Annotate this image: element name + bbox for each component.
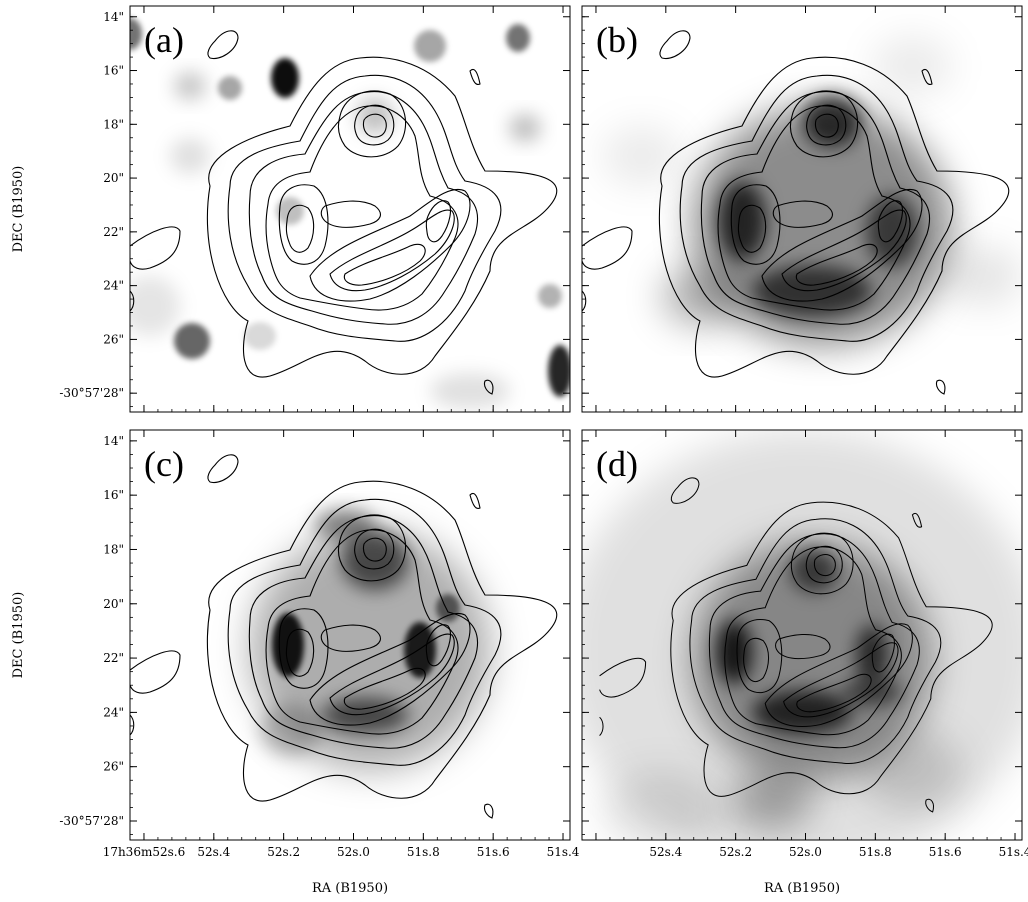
intensity-blob: [436, 594, 460, 622]
intensity-blob: [244, 322, 276, 350]
y-tick-label: -30°57'28": [59, 386, 124, 400]
y-tick-label: 24": [103, 705, 124, 719]
panel-label: (b): [596, 20, 638, 60]
intensity-blob: [509, 114, 541, 142]
x-tick-label: 51s.6: [929, 845, 962, 859]
intensity-blob: [506, 24, 530, 52]
intensity-blob: [218, 76, 242, 100]
x-axis-title: RA (B1950): [764, 881, 840, 896]
y-tick-label: 22": [103, 651, 124, 665]
y-tick-label: 26": [103, 760, 124, 774]
panel-b: (b): [581, 5, 1023, 413]
y-tick-label: -30°57'28": [59, 814, 124, 828]
y-tick-label: 20": [103, 597, 124, 611]
intensity-blob: [602, 126, 682, 186]
x-tick-label: 51s.8: [407, 845, 440, 859]
y-tick-label: 22": [103, 225, 124, 239]
intensity-blob: [538, 284, 562, 308]
x-tick-label: 52s.0: [337, 845, 370, 859]
x-tick-label: 51s.6: [477, 845, 510, 859]
y-tick-label: 16": [103, 488, 124, 502]
intensity-blob: [790, 548, 838, 592]
y-tick-label: 14": [103, 10, 124, 24]
panel-frame: [581, 429, 1023, 841]
intensity-blob: [357, 98, 393, 134]
y-tick-label: 18": [103, 542, 124, 556]
grayscale-image: [582, 430, 1022, 840]
intensity-blob: [174, 72, 206, 100]
x-axis-title: RA (B1950): [312, 881, 388, 896]
intensity-blob: [718, 181, 766, 261]
x-tick-label: 52s.2: [719, 845, 752, 859]
panel-label: (a): [144, 20, 184, 60]
panel-d: (d) 52s.4 52s.2 52s.0 51s.8 51s.6 51s.4 RA (B19…: [581, 429, 1028, 896]
intensity-blob: [732, 770, 812, 830]
x-tick-label: 52s.2: [267, 845, 300, 859]
x-tick-label: 52s.4: [649, 845, 682, 859]
intensity-blob: [130, 276, 180, 336]
y-tick-label: 26": [103, 332, 124, 346]
intensity-blob: [662, 266, 742, 326]
panel-c: (c) 14" 16" 18" 20" 22" 24" 26" -30°57'28" DEC (B…: [11, 429, 580, 896]
y-axis-title: DEC (B1950): [11, 166, 26, 253]
intensity-blob: [130, 18, 142, 50]
x-tick-label: 17h36m52s.6: [103, 845, 186, 859]
intensity-blob: [272, 613, 304, 677]
y-tick-label: 14": [103, 434, 124, 448]
intensity-blob: [170, 138, 210, 174]
intensity-blob: [872, 36, 952, 96]
y-axis-title: DEC (B1950): [11, 592, 26, 679]
intensity-blob: [862, 730, 962, 810]
y-tick-label: 16": [103, 64, 124, 78]
intensity-blob: [404, 622, 436, 678]
y-tick-label: 20": [103, 171, 124, 185]
intensity-blob: [315, 509, 375, 541]
intensity-blob: [414, 30, 446, 62]
panel-a: (a) 14" 16" 18" 20" 22" 24" 26" -30°57'28" DEC (B…: [11, 5, 571, 413]
intensity-blob: [260, 704, 320, 756]
grayscale-image: [130, 18, 570, 409]
intensity-blob: [271, 58, 299, 98]
panel-label: (c): [144, 444, 184, 484]
intensity-blob: [250, 530, 490, 770]
x-tick-label: 51s.8: [859, 845, 892, 859]
panel-frame: [581, 5, 1023, 413]
intensity-blob: [752, 690, 852, 734]
x-tick-label: 51s.4: [999, 845, 1028, 859]
grayscale-image: [602, 36, 1022, 346]
panel-label: (d): [596, 444, 638, 484]
x-tick-label: 51s.4: [547, 845, 580, 859]
x-tick-label: 52s.4: [197, 845, 230, 859]
y-tick-label: 18": [103, 117, 124, 131]
x-tick-label: 52s.0: [789, 845, 822, 859]
panel-frame: [129, 5, 571, 413]
panel-frame: [129, 429, 571, 841]
intensity-blob: [321, 697, 409, 733]
intensity-blob: [842, 678, 902, 706]
y-tick-label: 24": [103, 279, 124, 293]
intensity-blob: [602, 770, 722, 840]
intensity-blob: [174, 323, 210, 359]
intensity-blob: [548, 345, 570, 397]
intensity-blob: [430, 373, 510, 409]
intensity-blob: [942, 246, 1022, 306]
intensity-blob: [692, 540, 932, 780]
